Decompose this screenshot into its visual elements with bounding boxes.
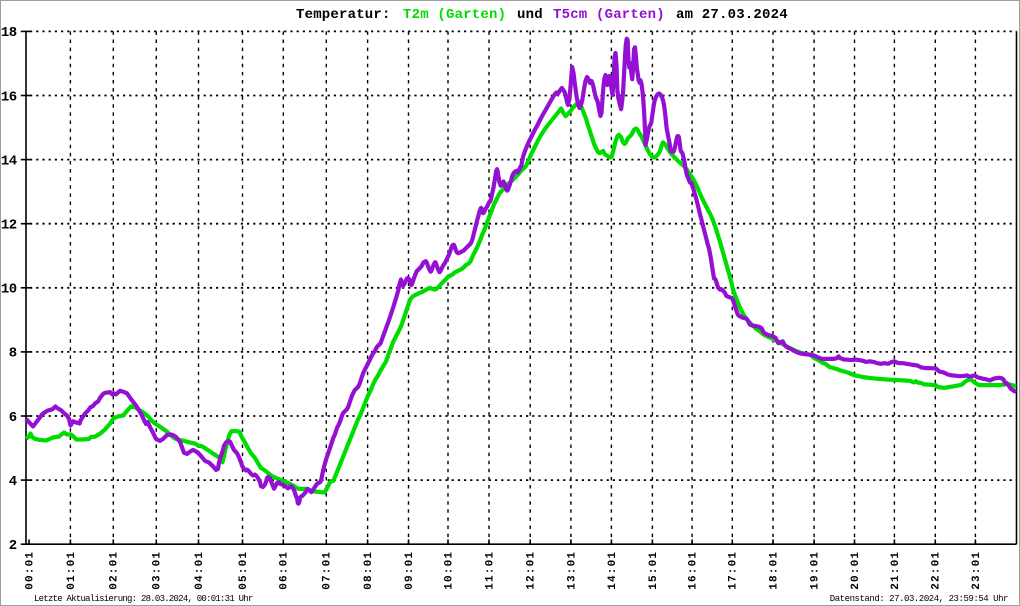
svg-text:4: 4 xyxy=(9,474,17,490)
svg-text:10: 10 xyxy=(1,282,17,298)
svg-text:18: 18 xyxy=(1,25,17,41)
svg-text:02:01: 02:01 xyxy=(109,551,121,590)
svg-text:21:01: 21:01 xyxy=(890,551,902,590)
svg-text:14:01: 14:01 xyxy=(607,551,619,590)
svg-text:20:01: 20:01 xyxy=(850,551,862,590)
svg-text:08:01: 08:01 xyxy=(363,551,375,590)
svg-text:14: 14 xyxy=(1,153,17,169)
svg-text:2: 2 xyxy=(9,538,17,554)
svg-text:04:01: 04:01 xyxy=(194,551,206,590)
svg-text:22:01: 22:01 xyxy=(931,551,943,590)
svg-text:12: 12 xyxy=(1,218,17,234)
svg-text:16:01: 16:01 xyxy=(688,551,700,590)
svg-text:23:01: 23:01 xyxy=(971,551,983,590)
svg-text:13:01: 13:01 xyxy=(566,551,578,590)
svg-text:17:01: 17:01 xyxy=(728,551,740,590)
svg-text:07:01: 07:01 xyxy=(322,551,334,590)
svg-text:11:01: 11:01 xyxy=(484,551,496,590)
svg-text:01:01: 01:01 xyxy=(66,551,78,590)
svg-text:19:01: 19:01 xyxy=(810,551,822,590)
svg-text:16: 16 xyxy=(1,89,17,105)
svg-text:8: 8 xyxy=(9,346,17,362)
svg-text:15:01: 15:01 xyxy=(648,551,660,590)
svg-text:05:01: 05:01 xyxy=(238,551,250,590)
svg-text:03:01: 03:01 xyxy=(152,551,164,590)
svg-text:09:01: 09:01 xyxy=(404,551,416,590)
svg-text:12:01: 12:01 xyxy=(526,551,538,590)
svg-text:6: 6 xyxy=(9,410,17,426)
svg-text:10:01: 10:01 xyxy=(443,551,455,590)
svg-text:18:01: 18:01 xyxy=(768,551,780,590)
svg-text:00:01: 00:01 xyxy=(24,551,36,590)
svg-text:06:01: 06:01 xyxy=(279,551,291,590)
